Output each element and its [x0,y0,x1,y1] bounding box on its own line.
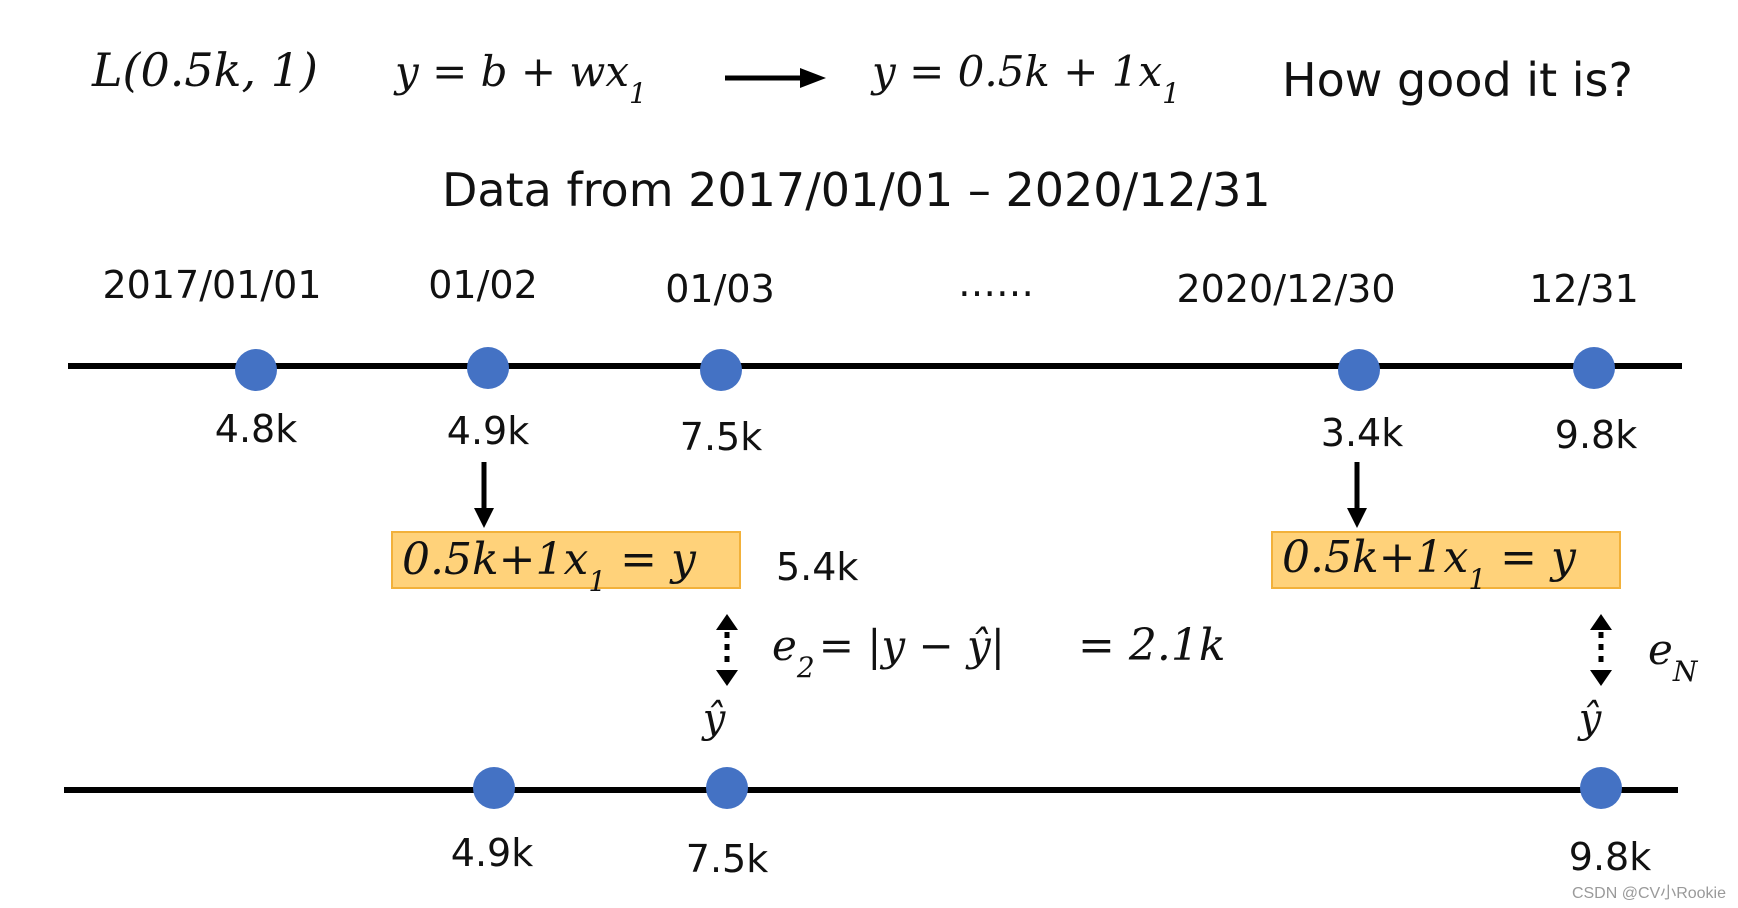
value-label: 7.5k [686,837,768,881]
data-range-title: Data from 2017/01/01 – 2020/12/31 [442,163,1271,217]
data-point [706,767,748,809]
down-arrow-icon [474,462,494,528]
down-arrow-icon [1347,462,1367,528]
data-point [1580,767,1622,809]
date-label: 01/03 [665,267,775,311]
date-label: 2020/12/30 [1176,267,1395,311]
data-point [473,767,515,809]
prediction-expression: 0.5k+1x1 = y [402,534,697,598]
date-label: 2017/01/01 [102,263,321,307]
value-label: 7.5k [680,415,762,459]
value-label: 3.4k [1321,411,1403,455]
predicted-value: 5.4k [776,545,858,589]
model-expression: y = b + wx1 [393,47,647,110]
error-e2-result: = 2.1k [1078,620,1226,671]
value-label: 9.8k [1569,835,1651,879]
data-point [700,349,742,391]
value-label: 9.8k [1555,413,1637,457]
watermark: CSDN @CV小Rookie [1572,884,1726,902]
date-label: 01/02 [428,263,538,307]
right-arrow-icon [725,68,826,88]
value-label: 4.8k [215,407,297,451]
data-point [1338,349,1380,391]
prediction-box [391,531,741,589]
date-label: 12/31 [1529,267,1639,311]
dotted-double-arrow-icon [716,614,738,686]
data-point [467,347,509,389]
loss-expression: L(0.5k, 1) [91,43,318,97]
yhat-label: ŷ [701,696,727,742]
error-en-label: eN [1648,625,1699,688]
value-label: 4.9k [447,409,529,453]
prediction-expression: 0.5k+1x1 = y [1282,532,1577,596]
ellipsis-label: …… [958,261,1034,305]
data-point [235,349,277,391]
question-text: How good it is? [1282,53,1633,107]
data-point [1573,347,1615,389]
value-label: 4.9k [451,831,533,875]
yhat-label: ŷ [1577,696,1603,742]
dotted-double-arrow-icon [1590,614,1612,686]
instance-expression: y = 0.5k + 1x1 [870,47,1180,110]
error-e2-label: e2= |y − ŷ| [772,621,1005,684]
prediction-box [1271,531,1621,589]
